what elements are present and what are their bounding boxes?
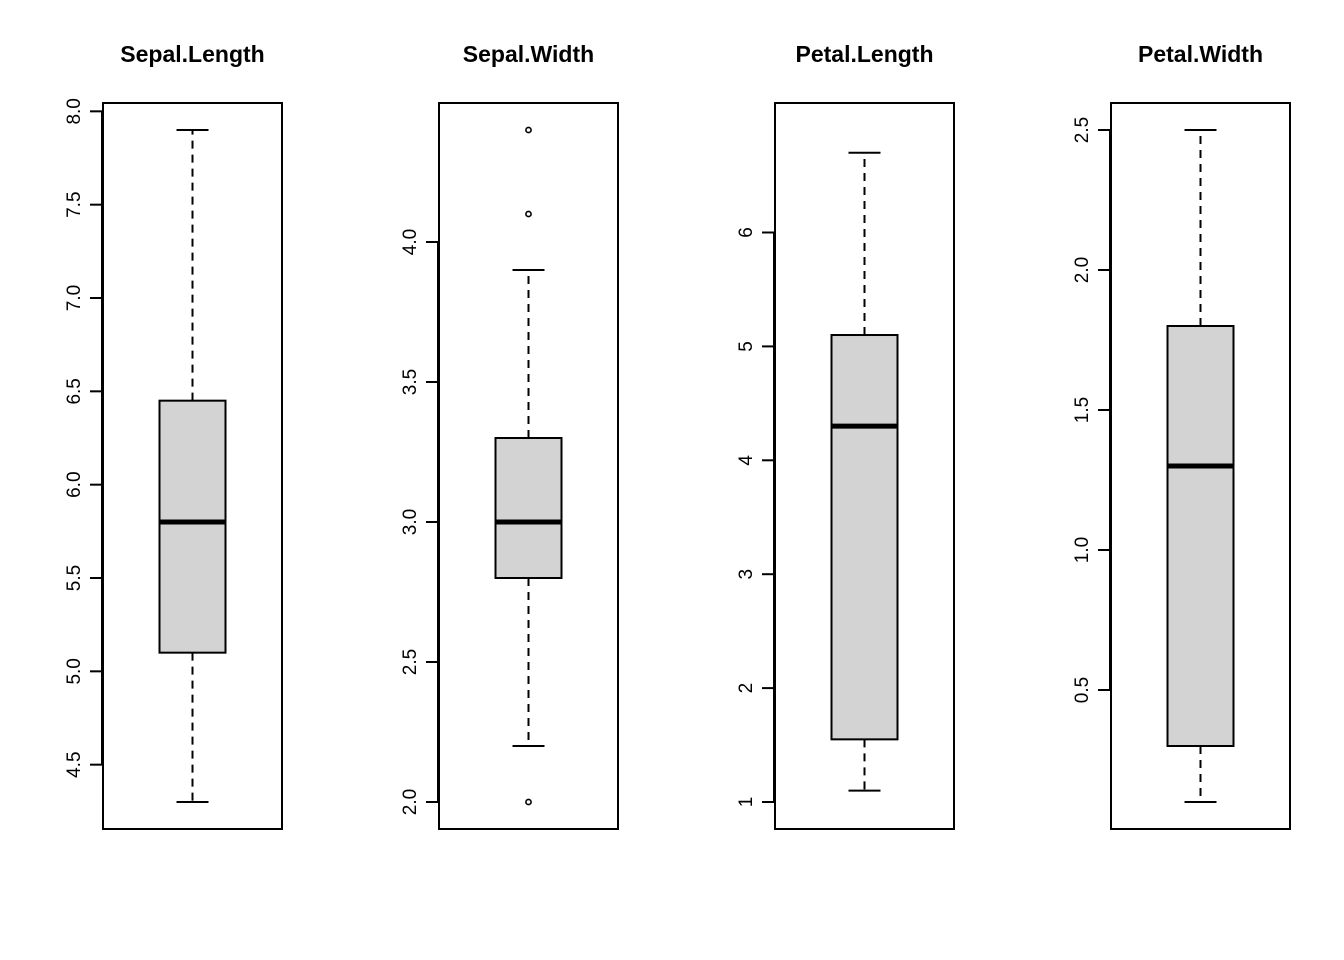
- outlier-point: [525, 210, 532, 218]
- y-tick-label: 7.5: [64, 191, 85, 217]
- y-tick-label: 3: [736, 569, 757, 580]
- plot-frame: [102, 102, 283, 830]
- y-tick-label: 4: [736, 455, 757, 466]
- plot-frame: [438, 102, 619, 830]
- iqr-box: [494, 437, 563, 579]
- iqr-box: [1166, 325, 1235, 747]
- panel-sepal-width: Sepal.Width 2.0 2.5 3.0 3.5 4.0: [400, 41, 619, 830]
- panel-petal-length: Petal.Length 1 2 3 4 5 6: [736, 41, 955, 830]
- y-tick-label: 4.0: [400, 229, 421, 255]
- y-tick-label: 5: [736, 341, 757, 352]
- plot-frame: [774, 102, 955, 830]
- y-tick-label: 1.5: [1072, 397, 1093, 423]
- y-tick-label: 5.0: [64, 658, 85, 684]
- y-tick-label: 1.0: [1072, 537, 1093, 563]
- y-tick-label: 3.5: [400, 369, 421, 395]
- y-tick-label: 7.0: [64, 285, 85, 311]
- y-tick-label: 2.0: [1072, 257, 1093, 283]
- y-tick-label: 3.0: [400, 509, 421, 535]
- y-tick-label: 1: [736, 797, 757, 808]
- panel-petal-width: Petal.Width 0.5 1.0 1.5 2.0 2.5: [1072, 41, 1291, 830]
- panel-title: Sepal.Width: [463, 41, 594, 67]
- outlier-point: [525, 126, 532, 134]
- panel-title: Sepal.Length: [120, 41, 264, 67]
- y-tick-label: 0.5: [1072, 677, 1093, 703]
- outlier-point: [525, 798, 532, 806]
- y-tick-label: 2.0: [400, 789, 421, 815]
- y-tick-label: 2: [736, 683, 757, 694]
- y-tick-label: 5.5: [64, 565, 85, 591]
- iqr-box: [830, 334, 899, 741]
- y-tick-label: 4.5: [64, 751, 85, 777]
- y-tick-label: 8.0: [64, 98, 85, 124]
- y-tick-label: 2.5: [400, 649, 421, 675]
- y-tick-label: 2.5: [1072, 117, 1093, 143]
- y-tick-label: 6.5: [64, 378, 85, 404]
- panel-title: Petal.Width: [1138, 41, 1263, 67]
- plot-frame: [1110, 102, 1291, 830]
- panel-sepal-length: Sepal.Length 4.5 5.0 5.5 6.0 6.5 7.0 7.5 8.0: [64, 41, 283, 830]
- y-tick-label: 6.0: [64, 471, 85, 497]
- panel-title: Petal.Length: [795, 41, 933, 67]
- y-tick-label: 6: [736, 227, 757, 238]
- iqr-box: [158, 399, 227, 654]
